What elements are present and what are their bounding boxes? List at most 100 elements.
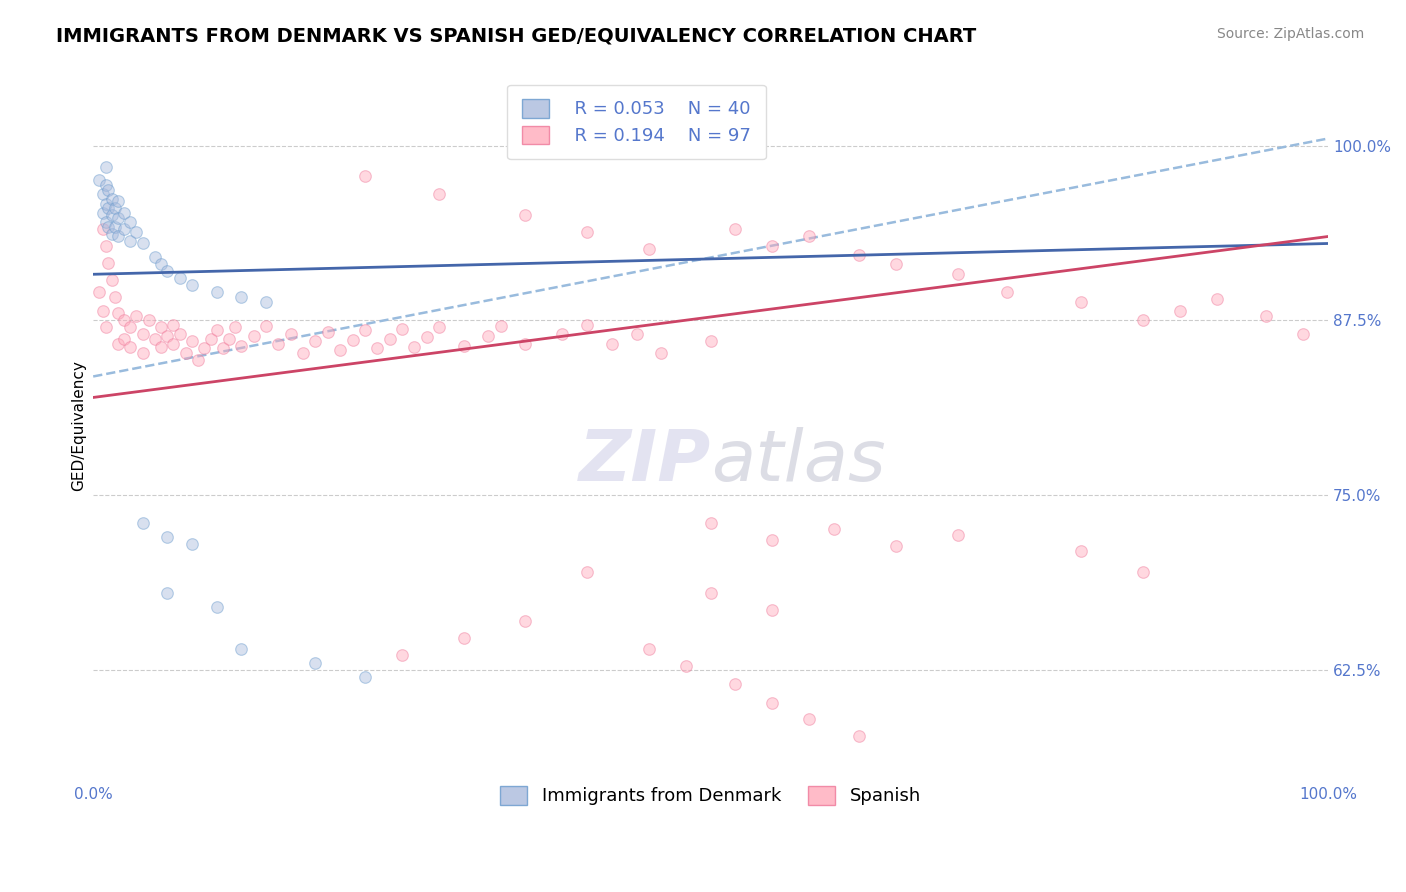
Point xyxy=(131,516,153,531)
Point xyxy=(181,278,204,293)
Point xyxy=(378,332,401,346)
Point xyxy=(823,522,845,536)
Point xyxy=(94,197,117,211)
Point xyxy=(112,222,135,236)
Point xyxy=(89,173,111,187)
Point xyxy=(131,236,153,251)
Point xyxy=(231,339,253,353)
Point xyxy=(125,310,148,324)
Point xyxy=(162,318,184,332)
Point xyxy=(848,248,870,262)
Point xyxy=(254,319,277,334)
Point xyxy=(107,229,129,244)
Point xyxy=(280,327,302,342)
Point xyxy=(156,329,179,343)
Point xyxy=(91,205,114,219)
Point xyxy=(1292,327,1315,342)
Point xyxy=(100,209,122,223)
Point xyxy=(453,631,475,645)
Point xyxy=(427,187,450,202)
Point xyxy=(100,192,122,206)
Point xyxy=(761,239,783,253)
Point xyxy=(242,329,264,343)
Point xyxy=(94,239,117,253)
Point xyxy=(187,352,209,367)
Point xyxy=(391,322,413,336)
Point xyxy=(231,642,253,657)
Point xyxy=(91,303,114,318)
Point xyxy=(515,209,537,223)
Point xyxy=(169,327,191,342)
Point xyxy=(453,339,475,353)
Point xyxy=(354,670,377,684)
Point xyxy=(94,215,117,229)
Text: ZIP: ZIP xyxy=(578,426,710,496)
Point xyxy=(97,256,120,270)
Point xyxy=(699,586,721,600)
Point xyxy=(1132,566,1154,580)
Point xyxy=(107,194,129,209)
Point xyxy=(212,342,235,356)
Point xyxy=(200,332,222,346)
Point xyxy=(174,345,197,359)
Point xyxy=(316,325,339,339)
Point xyxy=(626,327,648,342)
Point xyxy=(1070,544,1092,558)
Point xyxy=(131,327,153,342)
Point xyxy=(638,242,661,256)
Point xyxy=(304,334,326,349)
Point xyxy=(150,340,173,354)
Point xyxy=(1168,303,1191,318)
Point xyxy=(156,264,179,278)
Point xyxy=(112,313,135,327)
Point xyxy=(97,202,120,216)
Point xyxy=(156,530,179,544)
Point xyxy=(1206,293,1229,307)
Point xyxy=(120,320,142,334)
Point xyxy=(884,539,907,553)
Point xyxy=(946,527,969,541)
Point xyxy=(162,337,184,351)
Y-axis label: GED/Equivalency: GED/Equivalency xyxy=(72,360,86,491)
Point xyxy=(100,273,122,287)
Point xyxy=(576,566,599,580)
Point xyxy=(120,340,142,354)
Point xyxy=(354,323,377,337)
Point xyxy=(675,659,697,673)
Point xyxy=(650,345,672,359)
Point xyxy=(995,285,1018,300)
Point xyxy=(107,306,129,320)
Point xyxy=(205,600,228,615)
Point xyxy=(169,271,191,285)
Point xyxy=(1132,313,1154,327)
Point xyxy=(304,657,326,671)
Point xyxy=(477,329,499,343)
Text: Source: ZipAtlas.com: Source: ZipAtlas.com xyxy=(1216,27,1364,41)
Point xyxy=(112,205,135,219)
Point xyxy=(231,290,253,304)
Point xyxy=(699,334,721,349)
Point xyxy=(107,337,129,351)
Point xyxy=(112,332,135,346)
Point xyxy=(415,330,437,344)
Point xyxy=(104,202,127,216)
Point xyxy=(576,225,599,239)
Point xyxy=(224,320,246,334)
Point xyxy=(156,586,179,600)
Point xyxy=(218,332,240,346)
Point xyxy=(205,285,228,300)
Point xyxy=(120,215,142,229)
Point xyxy=(91,187,114,202)
Point xyxy=(143,251,166,265)
Point xyxy=(181,537,204,551)
Point xyxy=(576,318,599,332)
Point xyxy=(761,533,783,548)
Point xyxy=(100,227,122,241)
Point xyxy=(94,320,117,334)
Point xyxy=(150,258,173,272)
Point xyxy=(366,342,388,356)
Point xyxy=(150,320,173,334)
Point xyxy=(89,285,111,300)
Point xyxy=(342,333,364,347)
Point xyxy=(97,183,120,197)
